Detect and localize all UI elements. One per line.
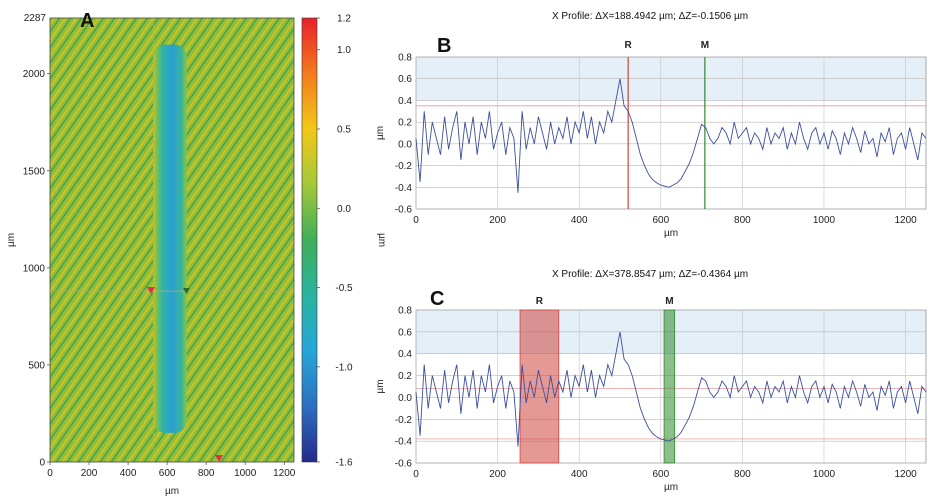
profile-x-tick-label: 0 [413,215,419,226]
heatmap-y-tick-label: 500 [28,360,45,371]
marker-label-m: M [665,296,673,307]
heatmap-y-tick-label: 1000 [23,263,46,274]
profile-x-tick-label: 1200 [894,469,917,480]
profile-b-title: X Profile: ΔX=188.4942 µm; ΔZ=-0.1506 µm [552,11,748,22]
profile-ylabel: µm [375,126,386,140]
profile-x-tick-label: 200 [489,215,506,226]
profile-series-line [415,331,927,447]
heatmap-x-tick-label: 0 [47,468,53,479]
profile-x-tick-label: 400 [571,469,588,480]
profile-x-tick-label: 600 [652,469,669,480]
heatmap-x-tick-label: 800 [198,468,215,479]
profile-series-line [415,78,927,193]
panel-c-profile: X Profile: ΔX=378.8547 µm; ΔZ=-0.4364 µm… [375,269,927,493]
heatmap-x-tick-label: 600 [159,468,176,479]
profile-x-tick-label: 400 [571,215,588,226]
heatmap-x-tick-label: 1200 [273,468,296,479]
colorbar-tick-label: -1.6 [335,458,353,469]
heatmap-ylabel: µm [6,233,17,247]
profile-y-tick-label: 0.6 [398,327,412,338]
panel-label-c: C [430,288,444,310]
marker-label-r: R [625,40,633,51]
colorbar-tick-label: -0.5 [335,283,353,294]
profile-xlabel: µm [664,482,678,493]
profile-y-tick-label: -0.4 [395,437,413,448]
profile-x-tick-label: 600 [652,215,669,226]
marker-label-r: R [536,296,544,307]
colorbar-tick-label: -1.0 [335,362,353,373]
panel-label-b: B [437,35,451,57]
heatmap-trench [153,44,187,433]
profile-y-tick-label: 0.4 [398,96,412,107]
cursor-marker-red [147,287,155,294]
profile-y-tick-label: 0.0 [398,393,412,404]
heatmap-y-tick-label: 0 [39,458,45,469]
profile-y-tick-label: -0.2 [395,161,413,172]
heatmap-x-tick-label: 1000 [234,468,257,479]
colorbar-scale [301,17,318,463]
profile-y-tick-label: 0.2 [398,118,412,129]
profile-x-tick-label: 1000 [813,215,836,226]
heatmap-y-max-label: 2287 [24,13,47,24]
cursor-marker-green [183,288,190,294]
profile-y-tick-label: -0.6 [395,205,413,216]
profile-x-tick-label: 1200 [894,215,917,226]
profile-x-tick-label: 1000 [813,469,836,480]
colorbar-tick-label: 0.0 [337,204,351,215]
colorbar-tick-label: 0.5 [337,125,351,136]
heatmap-x-tick-label: 200 [81,468,98,479]
panel-a-heatmap: A 2287 0 200 400 600 800 1000 1200 0 500 1000 1500… [6,10,296,497]
panel-label-a: A [80,10,94,32]
colorbar: 1.2 1.0 0.5 0.0 -0.5 -1.0 -1.6 µm [301,14,387,469]
profile-x-tick-label: 800 [734,469,751,480]
heatmap-y-tick-label: 2000 [23,69,46,80]
profile-ylabel: µm [375,379,386,393]
panel-b-profile: X Profile: ΔX=188.4942 µm; ΔZ=-0.1506 µm… [375,11,927,239]
cursor-marker-bottom [215,455,223,462]
profile-y-tick-label: -0.6 [395,459,413,470]
profile-y-tick-label: 0.4 [398,349,412,360]
heatmap-frame [49,17,295,463]
profile-xlabel: µm [664,228,678,239]
colorbar-label: µm [376,233,387,247]
colorbar-tick-label: 1.0 [337,45,351,56]
heatmap-x-tick-label: 400 [120,468,137,479]
profile-x-tick-label: 800 [734,215,751,226]
heatmap-y-tick-label: 1500 [23,166,46,177]
profile-y-tick-label: -0.2 [395,415,413,426]
marker-label-m: M [701,40,709,51]
profile-y-tick-label: 0.8 [398,306,412,317]
marker-band-m [663,309,676,464]
heatmap-xlabel: µm [165,486,179,497]
profile-y-tick-label: -0.4 [395,183,413,194]
profile-y-tick-label: 0.2 [398,371,412,382]
profile-c-title: X Profile: ΔX=378.8547 µm; ΔZ=-0.4364 µm [552,269,748,280]
profile-y-tick-label: 0.0 [398,139,412,150]
profile-x-tick-label: 0 [413,469,419,480]
profile-y-tick-label: 0.8 [398,53,412,64]
profile-y-tick-label: 0.6 [398,74,412,85]
profile-x-tick-label: 200 [489,469,506,480]
colorbar-tick-label: 1.2 [337,14,351,25]
